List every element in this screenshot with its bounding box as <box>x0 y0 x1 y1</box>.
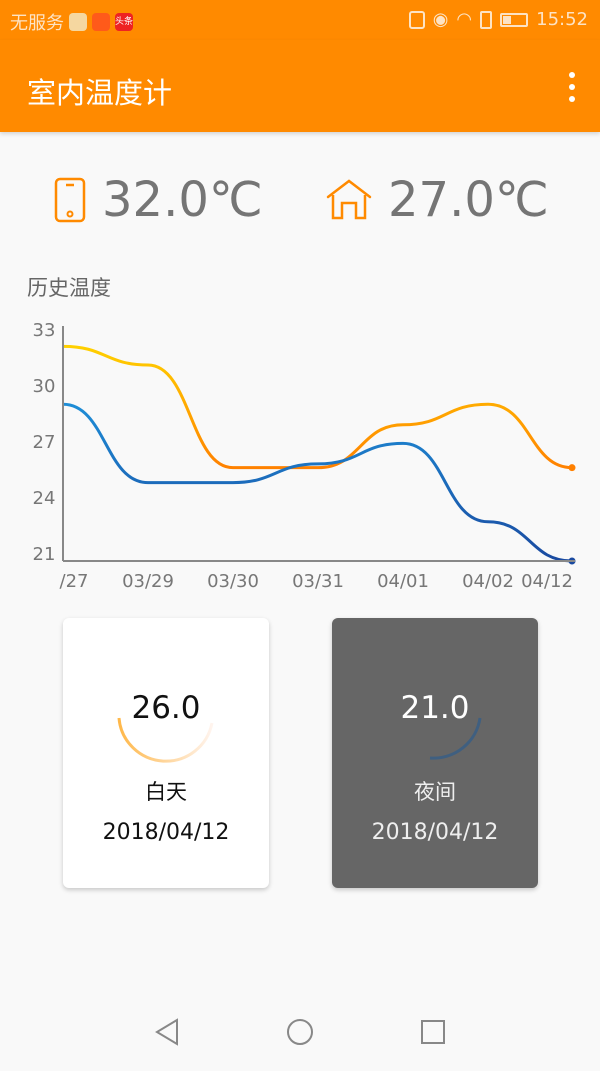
page-title: 室内温度计 <box>27 70 172 112</box>
x-tick-label: 04/02 <box>462 571 514 592</box>
status-bar: 无服务 头条 ◉ ◠ 15:52 <box>0 0 600 40</box>
x-tick-label: 03/31 <box>292 571 344 592</box>
clock: 15:52 <box>536 9 588 30</box>
x-tick-label: /27 <box>60 571 89 592</box>
y-tick-label: 21 <box>33 544 56 565</box>
map-app-icon <box>69 13 87 31</box>
home-icon <box>326 179 372 221</box>
day-value: 26.0 <box>63 690 269 726</box>
history-label: 历史温度 <box>27 272 111 302</box>
night-card[interactable]: 21.0 夜间 2018/04/12 <box>332 618 538 888</box>
home-circle-icon[interactable] <box>288 1020 312 1044</box>
phone-icon <box>54 177 86 223</box>
y-tick-label: 33 <box>33 320 56 341</box>
day-label: 白天 <box>63 776 269 806</box>
night-date: 2018/04/12 <box>332 820 538 845</box>
night-value: 21.0 <box>332 690 538 726</box>
toutiao-app-icon: 头条 <box>115 13 133 31</box>
y-tick-label: 27 <box>33 432 56 453</box>
day-date: 2018/04/12 <box>63 820 269 845</box>
data-point <box>569 464 576 471</box>
y-tick-label: 24 <box>33 488 56 509</box>
x-tick-label: 03/29 <box>122 571 174 592</box>
day-gauge <box>63 618 269 888</box>
wifi-icon: ◠ <box>456 9 472 30</box>
nfc-icon <box>409 11 425 29</box>
y-tick-label: 30 <box>33 376 56 397</box>
more-vert-icon[interactable] <box>568 72 576 102</box>
phone-temperature-value: 32.0℃ <box>102 172 263 228</box>
toutiao-label: 头条 <box>115 17 133 27</box>
x-tick-label: 03/30 <box>207 571 259 592</box>
navigation-bar <box>0 1000 600 1067</box>
home-temperature: 27.0℃ <box>326 172 549 228</box>
phone-temperature: 32.0℃ <box>54 172 263 228</box>
carrier-text: 无服务 <box>10 9 64 35</box>
eye-icon: ◉ <box>433 9 449 30</box>
battery-icon <box>500 13 528 27</box>
sim-alert-icon <box>480 11 492 29</box>
day-card[interactable]: 26.0 白天 2018/04/12 <box>63 618 269 888</box>
x-tick-label: 04/12 <box>521 571 573 592</box>
back-icon[interactable] <box>157 1020 177 1044</box>
history-chart[interactable]: 21 24 27 30 33/27 03/29 03/30 03/31 04/01 04/02 04… <box>0 300 600 600</box>
night-gauge <box>332 618 538 888</box>
video-app-icon <box>92 13 110 31</box>
x-tick-label: 04/01 <box>377 571 429 592</box>
app-bar: 室内温度计 <box>0 40 600 132</box>
home-temperature-value: 27.0℃ <box>388 172 549 228</box>
recents-icon[interactable] <box>422 1021 444 1043</box>
night-label: 夜间 <box>332 776 538 806</box>
series-line-night <box>63 404 572 561</box>
series-line-day <box>63 346 572 467</box>
